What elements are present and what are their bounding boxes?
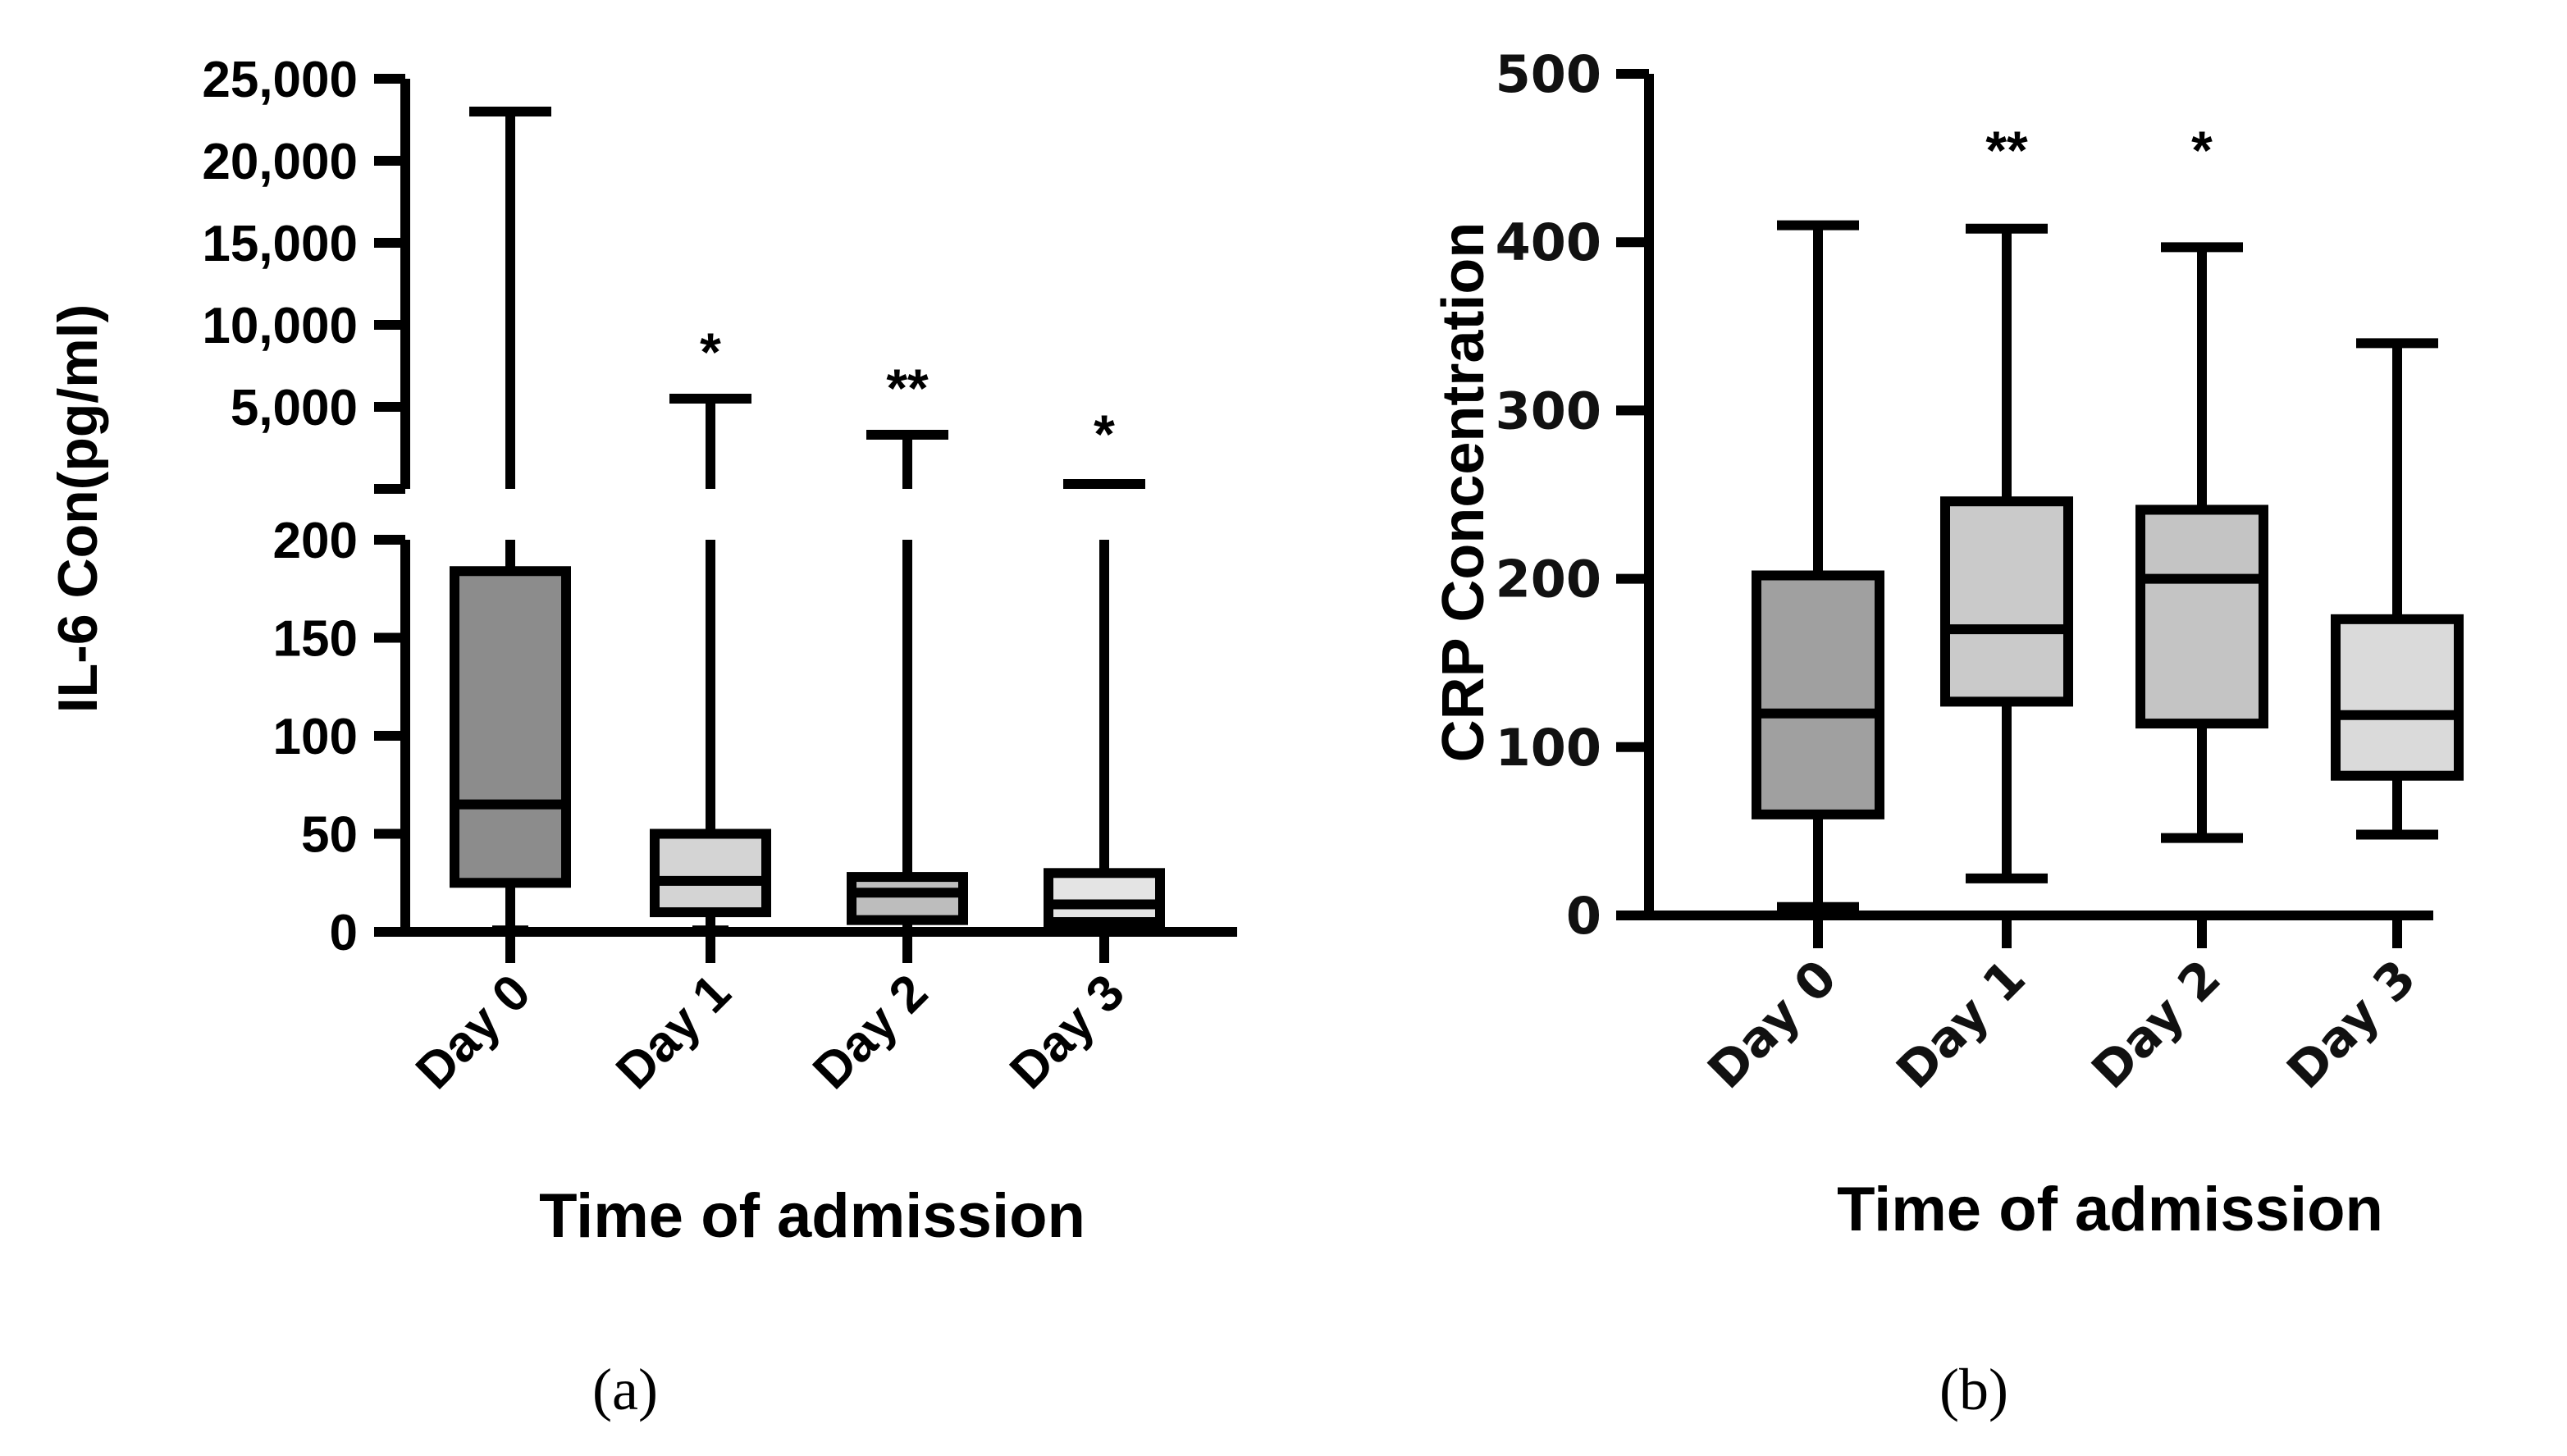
panel-label-b: (b) [1939, 1357, 2008, 1422]
significance-marker: ** [886, 358, 929, 418]
significance-marker: ** [1985, 120, 2028, 180]
y-tick-label-lower: 0 [330, 905, 358, 961]
x-tick-label: Day 0 [1697, 949, 1848, 1100]
y-tick-label-upper: 10,000 [202, 298, 358, 354]
y-tick-label-upper: 25,000 [202, 52, 358, 108]
y-tick-label: 200 [1496, 550, 1601, 609]
y-tick-label: 100 [1496, 718, 1601, 778]
significance-marker: * [700, 322, 721, 382]
box-iqr [2135, 504, 2268, 729]
panel-label-a: (a) [592, 1357, 658, 1422]
box-iqr [1940, 496, 2073, 707]
x-tick-label: Day 3 [2277, 949, 2428, 1100]
x-tick-label: Day 3 [999, 964, 1135, 1100]
box-iqr [847, 872, 968, 925]
box-iqr [1044, 868, 1165, 928]
chart-panel-a: IL-6 Con(pg/ml) Time of admission (a) 0 5… [47, 52, 1237, 1422]
y-tick-label: 500 [1496, 44, 1601, 104]
x-tick-label: Day 1 [1886, 949, 2037, 1100]
y-tick-label-lower: 100 [273, 709, 358, 765]
y-tick-label-lower: 150 [273, 611, 358, 668]
significance-marker: * [2191, 120, 2213, 180]
y-tick-label-upper: 5,000 [231, 380, 358, 436]
y-tick-label-upper: 20,000 [202, 134, 358, 190]
x-axis-title-b: Time of admission [1837, 1175, 2383, 1244]
significance-marker: * [1094, 404, 1115, 464]
y-tick-label-lower: 50 [301, 807, 358, 864]
y-tick-label: 0 [1566, 886, 1601, 946]
box-iqr [1752, 570, 1884, 819]
box-iqr [450, 566, 571, 888]
x-tick-label: Day 1 [605, 964, 742, 1100]
y-axis-title-a: IL-6 Con(pg/ml) [47, 304, 109, 714]
y-tick-label-upper: 15,000 [202, 216, 358, 272]
box-iqr [2331, 614, 2464, 781]
y-axis-title-b: CRP Concentration [1431, 222, 1496, 763]
x-axis-title-a: Time of admission [539, 1181, 1085, 1251]
y-tick-label-lower: 200 [273, 513, 358, 569]
x-tick-label: Day 2 [2081, 949, 2232, 1100]
chart-panel-b: CRP Concentration Time of admission (b) … [1431, 44, 2464, 1422]
x-tick-label: Day 0 [405, 964, 541, 1100]
x-tick-label: Day 2 [802, 964, 939, 1100]
y-tick-label: 300 [1496, 381, 1601, 440]
y-tick-label: 400 [1496, 212, 1601, 272]
box-iqr [650, 828, 771, 918]
